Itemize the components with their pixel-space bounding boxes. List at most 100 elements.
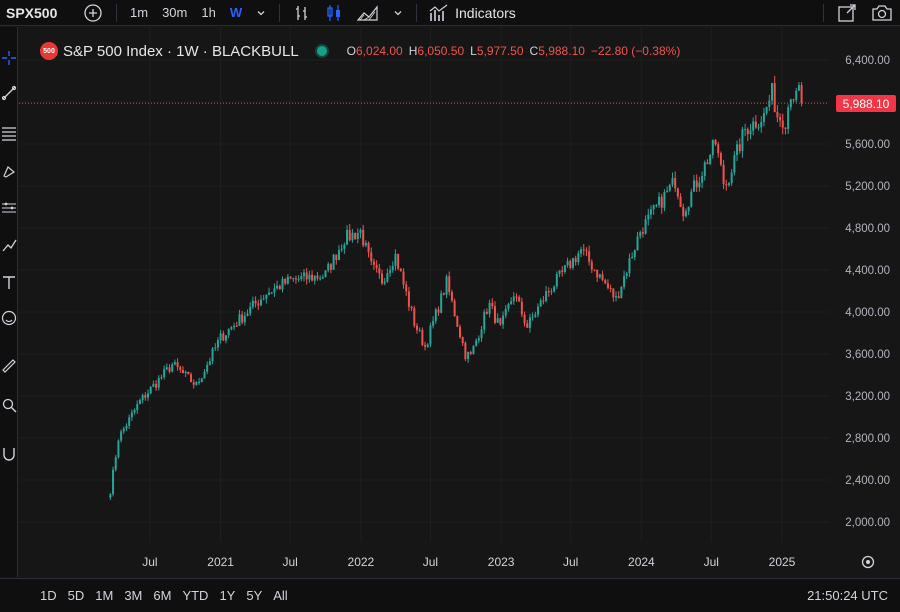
candle-body: [281, 278, 284, 290]
candle-body: [440, 293, 443, 313]
candle-body: [633, 250, 636, 257]
range-3m-button[interactable]: 3M: [124, 588, 143, 603]
area-chart-type-button[interactable]: [350, 0, 386, 26]
candle-body: [216, 340, 219, 348]
trend-line-tool[interactable]: [0, 82, 18, 104]
icon-tool[interactable]: [0, 307, 18, 329]
symbol-search[interactable]: SPX500: [6, 4, 58, 21]
drawing-toolbar: [0, 27, 18, 577]
candle-body: [138, 399, 141, 405]
candle-body: [284, 278, 287, 284]
candle-body: [246, 313, 249, 316]
market-status-icon[interactable]: [316, 46, 327, 56]
price-tick-label: 2,800.00: [845, 433, 890, 445]
ruler-tool[interactable]: [0, 355, 18, 377]
range-5d-button[interactable]: 5D: [67, 588, 85, 603]
candle-body: [744, 129, 747, 131]
candle-body: [703, 162, 706, 176]
candle-body: [504, 308, 507, 316]
candle-body: [706, 162, 709, 165]
crosshair-tool[interactable]: [0, 47, 18, 69]
compare-symbol-button[interactable]: [76, 0, 110, 26]
fib-lines-icon: [2, 127, 16, 141]
candle-chart-type-button[interactable]: [318, 0, 350, 26]
candle-body: [257, 303, 260, 306]
range-5y-button[interactable]: 5Y: [246, 588, 263, 603]
candle-body: [136, 404, 139, 411]
axis-settings-button[interactable]: [861, 555, 875, 569]
candle-body: [714, 139, 717, 145]
divider: [279, 3, 281, 22]
candle-body: [130, 412, 133, 418]
candle-body: [286, 276, 289, 284]
range-1m-button[interactable]: 1M: [95, 588, 114, 603]
utc-clock[interactable]: 21:50:24 UTC: [807, 588, 888, 603]
chart-type-dropdown-button[interactable]: [386, 0, 410, 26]
interval-30m-button[interactable]: 30m: [162, 5, 188, 20]
candle-body: [211, 348, 214, 362]
interval-1h-button[interactable]: 1h: [201, 5, 216, 20]
candle-body: [639, 232, 642, 237]
range-1y-button[interactable]: 1Y: [219, 588, 236, 603]
candle-body: [459, 326, 462, 338]
candle-body: [235, 325, 238, 327]
candle-body: [200, 378, 203, 382]
candle-body: [230, 327, 233, 330]
fib-tool[interactable]: [0, 122, 18, 144]
candle-body: [736, 144, 739, 156]
candle-body: [679, 196, 682, 208]
candle-body: [571, 258, 574, 268]
interval-dropdown-button[interactable]: [249, 0, 273, 26]
candle-body: [601, 274, 604, 281]
divider: [416, 3, 418, 22]
range-1d-button[interactable]: 1D: [40, 588, 57, 603]
range-6m-button[interactable]: 6M: [153, 588, 172, 603]
legend-title[interactable]: S&P 500 Index · 1W · BLACKBULL: [63, 42, 299, 60]
forecast-tool[interactable]: [0, 234, 18, 256]
candle-body: [636, 236, 639, 251]
candle-body: [682, 207, 685, 217]
text-tool[interactable]: [0, 271, 18, 293]
candle-body: [472, 345, 475, 354]
interval-1m-button[interactable]: 1m: [130, 5, 149, 20]
candle-body: [574, 258, 577, 263]
candle-body: [773, 83, 776, 113]
candle-body: [590, 261, 593, 270]
price-chart[interactable]: 6,400.006,000.005,600.005,200.004,800.00…: [19, 27, 899, 578]
brush-tool[interactable]: [0, 159, 18, 181]
candle-body: [690, 191, 693, 207]
fullscreen-button[interactable]: [830, 0, 864, 26]
screenshot-button[interactable]: [864, 0, 900, 26]
candle-body: [582, 249, 585, 251]
time-axis[interactable]: Jul 2021 Jul 2022 Jul 2023 Jul 2024 Jul 2025: [142, 555, 795, 569]
candle-body: [709, 154, 712, 165]
interval-w-button[interactable]: W: [229, 5, 243, 20]
pattern-tool[interactable]: [0, 197, 18, 219]
zoom-tool[interactable]: [0, 394, 18, 416]
candle-body: [270, 292, 273, 294]
candle-body: [461, 337, 464, 344]
candle-body: [389, 270, 392, 274]
candle-body: [628, 258, 631, 274]
candle-body: [152, 383, 155, 387]
candle-body: [787, 107, 790, 129]
price-axis[interactable]: 6,400.006,000.005,600.005,200.004,800.00…: [845, 55, 890, 529]
time-tick-label: Jul: [704, 555, 719, 569]
price-tick-label: 6,400.00: [845, 55, 890, 67]
candle-body: [563, 265, 566, 272]
range-all-button[interactable]: All: [273, 588, 288, 603]
candle-body: [652, 205, 655, 210]
candle-body: [453, 300, 456, 317]
candle-body: [294, 278, 297, 280]
candle-body: [768, 100, 771, 107]
range-ytd-button[interactable]: YTD: [182, 588, 209, 603]
bar-chart-type-button[interactable]: [286, 0, 318, 26]
candle-body: [222, 333, 225, 341]
magnet-tool[interactable]: [0, 443, 18, 465]
candle-body: [612, 288, 615, 298]
candle-body: [171, 364, 174, 372]
candle-body: [410, 306, 413, 309]
candle-body: [792, 99, 795, 101]
time-tick-label: Jul: [283, 555, 298, 569]
indicators-button[interactable]: Indicators: [423, 4, 522, 22]
